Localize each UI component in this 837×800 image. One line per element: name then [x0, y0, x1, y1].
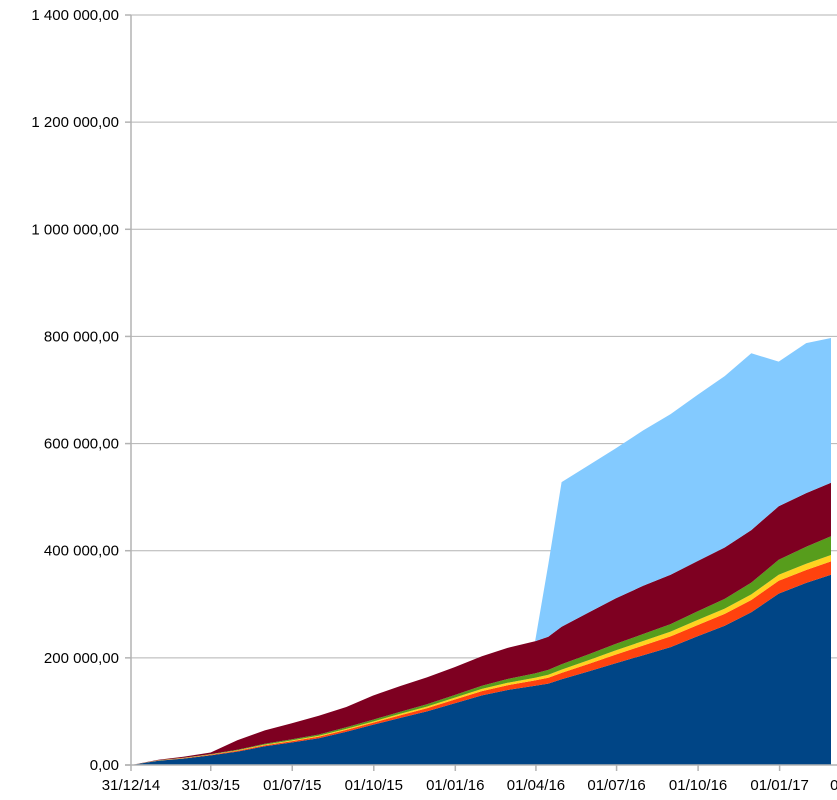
- x-tick-label: 31/03/15: [182, 777, 240, 794]
- area-series: [131, 338, 831, 765]
- y-tick-label: 200 000,00: [44, 650, 119, 667]
- x-tick-label: 01/10/15: [345, 777, 403, 794]
- area-series-6: [131, 338, 831, 765]
- y-tick-label: 1 400 000,00: [31, 7, 119, 24]
- area-series-1: [131, 574, 831, 765]
- axes: [125, 14, 837, 771]
- x-tick-label: 01/04/16: [507, 777, 565, 794]
- x-tick-label: 01/07/15: [263, 777, 321, 794]
- y-tick-label: 400 000,00: [44, 543, 119, 560]
- x-tick-label: 01/04/17: [830, 777, 837, 794]
- gridlines: [131, 14, 837, 659]
- y-tick-label: 1 200 000,00: [31, 114, 119, 131]
- x-tick-label: 01/10/16: [669, 777, 727, 794]
- y-tick-label: 0,00: [90, 757, 119, 774]
- y-tick-label: 1 000 000,00: [31, 221, 119, 238]
- x-tick-label: 01/01/17: [750, 777, 808, 794]
- x-tick-label: 01/01/16: [426, 777, 484, 794]
- y-tick-label: 600 000,00: [44, 436, 119, 453]
- x-tick-label: 01/07/16: [587, 777, 645, 794]
- y-tick-label: 800 000,00: [44, 328, 119, 345]
- tick-labels: 0,00 200 000,00 400 000,00 600 000,00 800 00…: [31, 7, 837, 794]
- x-tick-label: 31/12/14: [102, 777, 160, 794]
